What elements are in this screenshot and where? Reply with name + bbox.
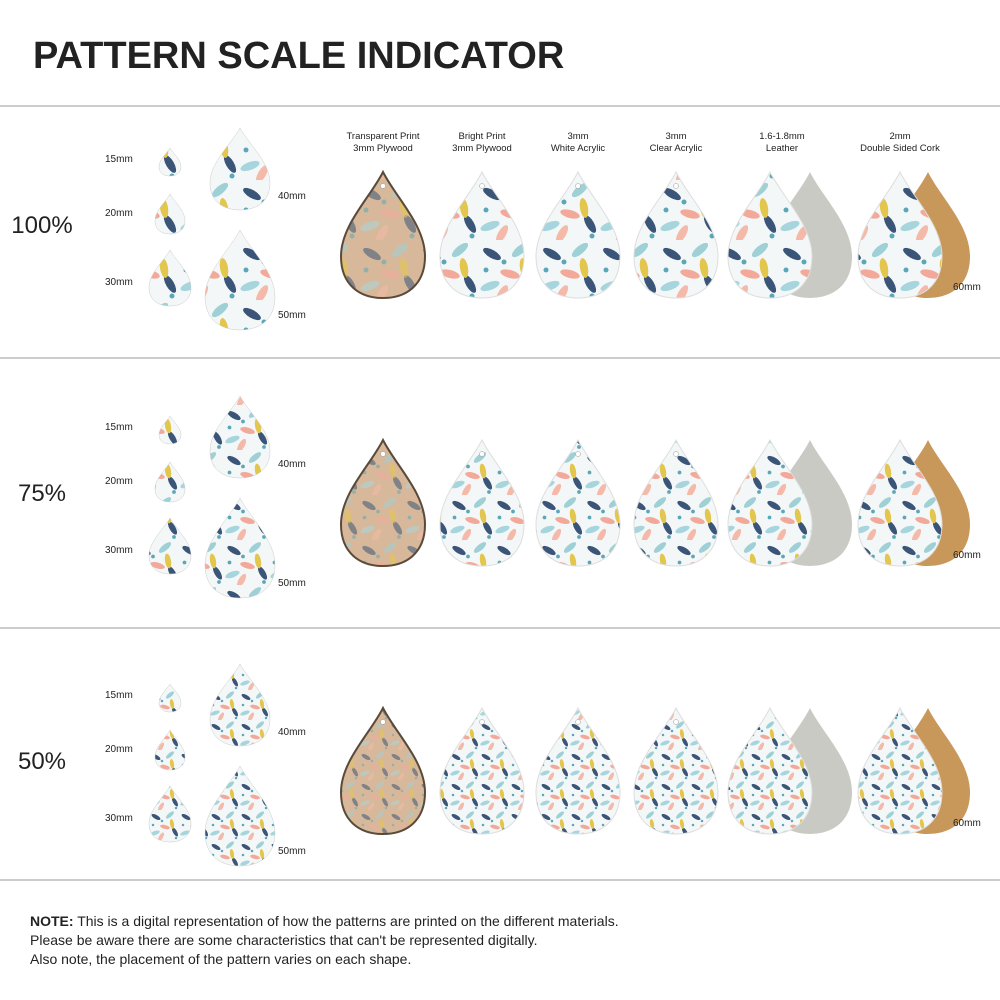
material-drop (439, 706, 525, 835)
size-label: 30mm (105, 813, 133, 824)
size-label: 15mm (105, 422, 133, 433)
sample-drop (209, 663, 271, 747)
size-label: 60mm (953, 282, 981, 293)
material-label: Bright Print (459, 131, 506, 142)
sample-drop (154, 193, 186, 235)
material-drop (857, 438, 943, 567)
material-label: 1.6-1.8mm (759, 131, 804, 142)
hole (575, 451, 581, 457)
sample-drop (148, 517, 192, 575)
hole (673, 183, 679, 189)
size-label: 40mm (278, 191, 306, 202)
size-label: 60mm (953, 550, 981, 561)
material-drop (439, 170, 525, 299)
sample-drop (204, 229, 276, 331)
note-line: Also note, the placement of the pattern … (30, 951, 411, 967)
material-label: 3mm (665, 131, 686, 142)
size-label: 20mm (105, 476, 133, 487)
sample-drop (209, 395, 271, 479)
size-label: 30mm (105, 277, 133, 288)
sample-drop (158, 415, 182, 445)
size-label: 30mm (105, 545, 133, 556)
size-label: 40mm (278, 727, 306, 738)
hole (380, 451, 386, 457)
note-text: This is a digital representation of how … (77, 913, 618, 929)
hole (380, 719, 386, 725)
sample-drop (158, 683, 182, 713)
note-label: NOTE: (30, 913, 74, 929)
scale-label: 75% (18, 480, 66, 507)
material-label: White Acrylic (551, 143, 606, 154)
material-drop (535, 170, 621, 299)
sample-drop (209, 127, 271, 211)
material-drop (439, 438, 525, 567)
material-label: 3mm Plywood (452, 143, 512, 154)
page-title: PATTERN SCALE INDICATOR (33, 35, 564, 77)
hole (575, 183, 581, 189)
size-label: 15mm (105, 690, 133, 701)
material-drop (633, 438, 719, 567)
hole (673, 451, 679, 457)
material-drop (633, 706, 719, 835)
size-label: 20mm (105, 208, 133, 219)
material-label: Clear Acrylic (650, 143, 703, 154)
material-drop (857, 170, 943, 299)
size-label: 20mm (105, 744, 133, 755)
material-drop (535, 438, 621, 567)
hole (673, 719, 679, 725)
size-label: 40mm (278, 459, 306, 470)
material-drop (727, 438, 813, 567)
sample-drop (148, 249, 192, 307)
material-label: Double Sided Cork (860, 143, 940, 154)
size-label: 15mm (105, 154, 133, 165)
hole (479, 719, 485, 725)
material-label: 3mm (567, 131, 588, 142)
material-label: 3mm Plywood (353, 143, 413, 154)
size-label: 50mm (278, 578, 306, 589)
sample-drop (158, 147, 182, 177)
size-label: 50mm (278, 310, 306, 321)
note-line: Please be aware there are some character… (30, 932, 537, 948)
hole (479, 451, 485, 457)
material-label: 2mm (889, 131, 910, 142)
material-drop (727, 706, 813, 835)
material-drop (339, 169, 427, 300)
material-drop (633, 170, 719, 299)
size-label: 60mm (953, 818, 981, 829)
hole (575, 719, 581, 725)
scale-label: 50% (18, 748, 66, 775)
material-drop (339, 705, 427, 836)
note-line: NOTE: This is a digital representation o… (30, 913, 619, 929)
material-drop (535, 706, 621, 835)
material-label: Transparent Print (346, 131, 419, 142)
material-label: Leather (766, 143, 798, 154)
hole (479, 183, 485, 189)
material-drop (857, 706, 943, 835)
material-drop (727, 170, 813, 299)
hole (380, 183, 386, 189)
sample-drop (204, 765, 276, 867)
sample-drop (154, 461, 186, 503)
sample-drop (154, 729, 186, 771)
size-label: 50mm (278, 846, 306, 857)
sample-drop (148, 785, 192, 843)
scale-label: 100% (11, 212, 72, 239)
sample-drop (204, 497, 276, 599)
material-drop (339, 437, 427, 568)
